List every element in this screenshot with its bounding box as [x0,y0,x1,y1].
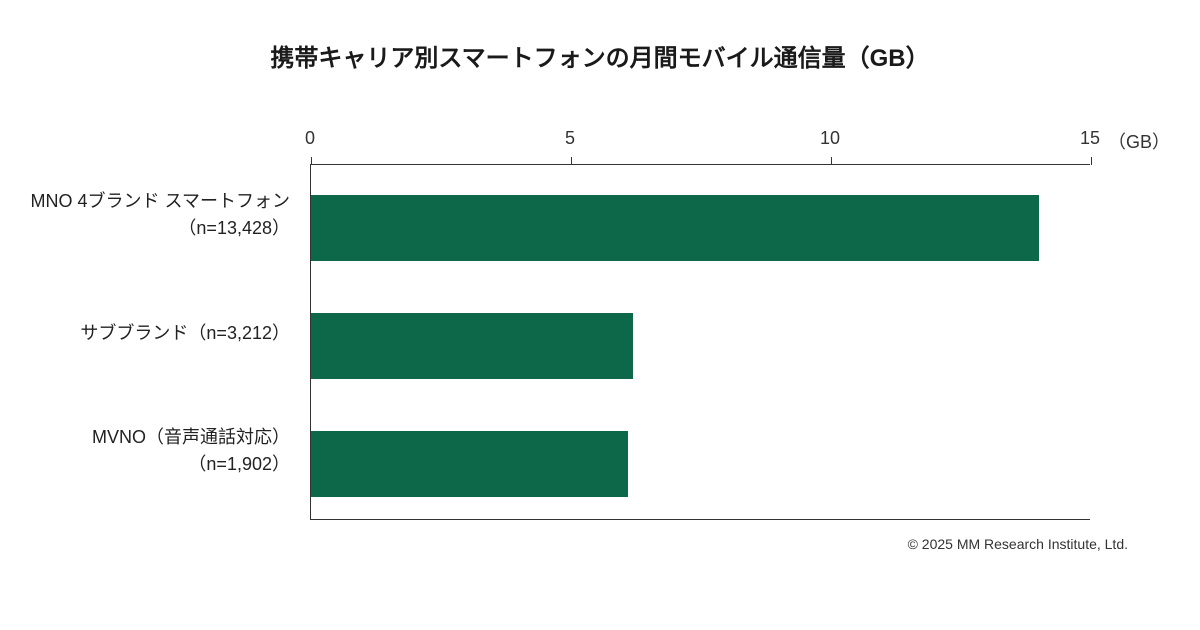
chart-area: 0 5 10 15 （GB） [310,120,1130,520]
y-label-0-line1: MNO 4ブランド スマートフォン [31,191,290,211]
bar-row-1 [311,287,1091,405]
xtick-0: 0 [305,128,315,149]
xtick-2: 10 [820,128,840,149]
xtick-3: 15 [1080,128,1100,149]
axis-unit: （GB） [1108,128,1170,154]
chart-title: 携帯キャリア別スマートフォンの月間モバイル通信量（GB） [0,0,1200,73]
y-label-1-line1: サブブランド（n=3,212） [80,323,290,343]
xtick-1: 5 [565,128,575,149]
tick-1 [571,157,572,165]
bar-2 [311,431,628,497]
y-label-2-line1: MVNO（音声通話対応） [92,427,290,447]
y-label-2-line2: （n=1,902） [188,454,290,474]
tick-3 [1091,157,1092,165]
y-label-0-line2: （n=13,428） [178,218,290,238]
y-axis-labels: MNO 4ブランド スマートフォン （n=13,428） サブブランド（n=3,… [0,164,300,520]
bar-1 [311,313,633,379]
tick-0 [311,157,312,165]
x-axis-labels: 0 5 10 15 （GB） [310,120,1130,160]
y-label-1: サブブランド（n=3,212） [10,320,290,347]
bar-row-0 [311,169,1091,287]
y-label-0: MNO 4ブランド スマートフォン （n=13,428） [10,188,290,242]
bar-0 [311,195,1039,261]
bar-row-2 [311,405,1091,523]
y-label-2: MVNO（音声通話対応） （n=1,902） [10,424,290,478]
copyright: © 2025 MM Research Institute, Ltd. [908,536,1128,552]
plot-area [310,164,1090,520]
tick-2 [831,157,832,165]
